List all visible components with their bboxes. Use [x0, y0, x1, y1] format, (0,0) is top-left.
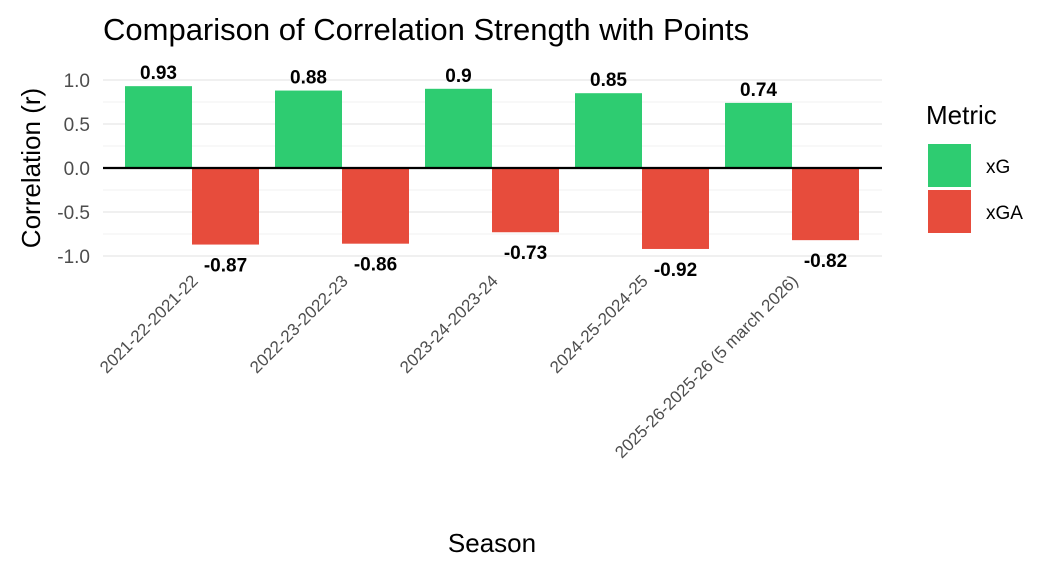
bar-xga — [642, 168, 709, 249]
bar-xga — [492, 168, 559, 233]
data-labels: 0.93 -0.87 0.88 -0.86 0.9 -0.73 0.85 -0.92 0.74 -… — [140, 63, 847, 281]
data-label-xg: 0.9 — [445, 66, 471, 87]
data-label-xga: -0.73 — [504, 243, 547, 264]
bar-xg — [575, 93, 642, 168]
y-tick-label: -1.0 — [57, 247, 90, 268]
x-tick-label: 2021-22-2021-22 — [96, 271, 202, 377]
y-tick-label: 0.5 — [64, 115, 90, 136]
y-axis-title: Correlation (r) — [16, 88, 46, 248]
y-tick-label: -0.5 — [57, 203, 90, 224]
data-label-xga: -0.92 — [654, 260, 697, 281]
bar-xg — [425, 88, 492, 168]
data-label-xg: 0.74 — [740, 80, 777, 101]
x-tick-label: 2023-24-2023-24 — [396, 271, 502, 377]
data-label-xga: -0.87 — [204, 256, 247, 277]
bar-xg — [725, 102, 792, 168]
legend-title: Metric — [926, 100, 997, 130]
x-tick-label: 2025-26-2025-26 (5 march 2026) — [611, 271, 802, 462]
legend: Metric xG xGA — [926, 100, 1023, 233]
data-label-xg: 0.85 — [590, 70, 627, 91]
x-tick-label: 2024-25-2024-25 — [546, 271, 652, 377]
bar-xga — [192, 168, 259, 245]
x-axis-title: Season — [448, 528, 536, 558]
bar-xg — [125, 86, 192, 168]
y-tick-label: 0.0 — [64, 159, 90, 180]
legend-key-xga — [928, 190, 971, 233]
data-label-xg: 0.88 — [290, 68, 327, 89]
x-tick-label: 2022-23-2022-23 — [246, 271, 352, 377]
bar-xg — [275, 90, 342, 168]
x-axis: 2021-22-2021-22 2022-23-2022-23 2023-24-20… — [96, 271, 802, 462]
data-label-xga: -0.82 — [804, 251, 847, 272]
legend-label-xga: xGA — [986, 203, 1023, 224]
y-axis: 1.0 0.5 0.0 -0.5 -1.0 — [57, 71, 90, 268]
bars — [103, 86, 882, 249]
data-label-xga: -0.86 — [354, 255, 397, 276]
bar-xga — [342, 168, 409, 244]
bar-xga — [792, 168, 859, 241]
data-label-xg: 0.93 — [140, 63, 177, 84]
y-tick-label: 1.0 — [64, 71, 90, 92]
legend-key-xg — [928, 144, 971, 187]
chart-title: Comparison of Correlation Strength with … — [103, 12, 749, 47]
legend-label-xg: xG — [986, 157, 1010, 178]
